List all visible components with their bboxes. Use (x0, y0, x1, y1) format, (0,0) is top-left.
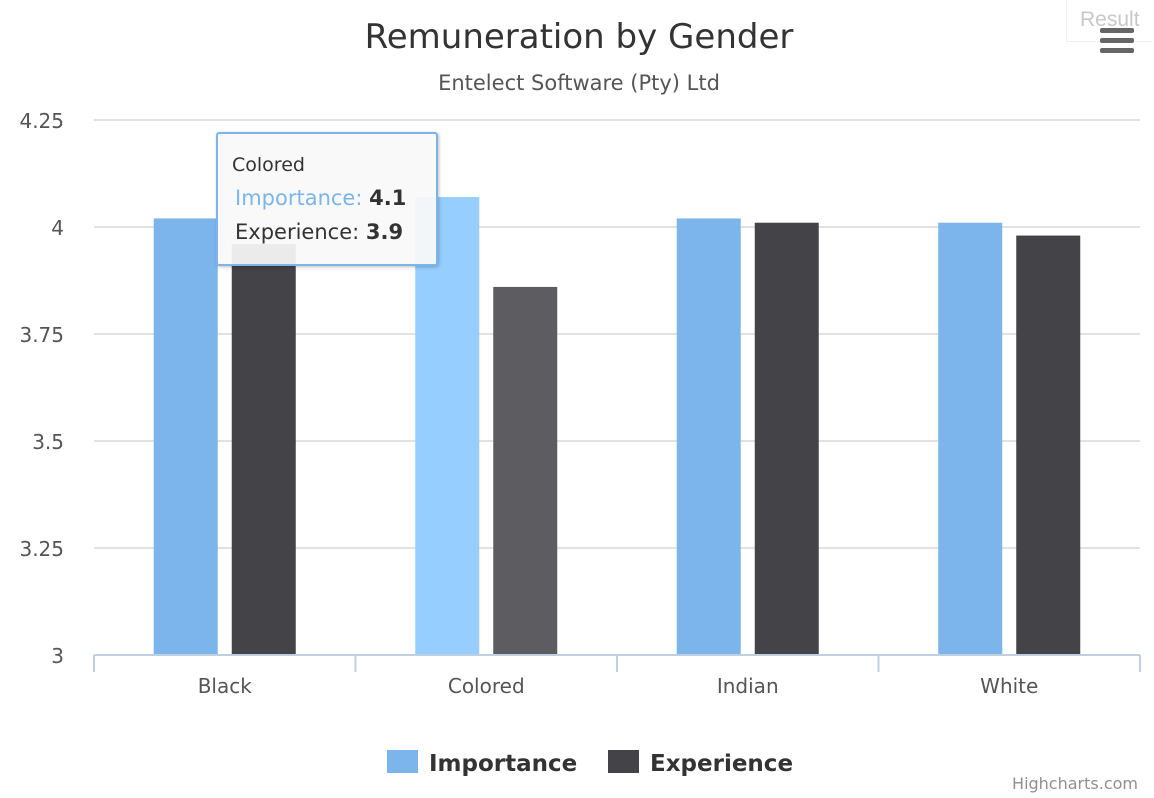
tooltip-value: 3.9 (365, 220, 404, 244)
hamburger-menu-icon[interactable] (1100, 28, 1134, 56)
y-tick-label: 3.5 (32, 430, 64, 454)
tooltip-header: Colored (232, 154, 305, 176)
y-tick-label: 3.25 (19, 537, 64, 561)
y-axis-labels: 3 3.25 3.5 3.75 4 4.25 (19, 109, 64, 668)
chart-title: Remuneration by Gender (365, 17, 794, 57)
x-tick-label: Black (198, 674, 253, 698)
bar-experience-indian[interactable] (754, 222, 819, 655)
bar-importance-black[interactable] (153, 218, 218, 655)
y-tick-label: 4.25 (19, 109, 64, 133)
tooltip: Colored Importance: 4.1 Experience: 3.9 (216, 132, 438, 266)
bar-experience-white[interactable] (1016, 235, 1081, 655)
legend-item-importance[interactable]: Importance (387, 750, 577, 777)
tooltip-row-experience: Experience: 3.9 (235, 220, 403, 244)
x-tick-label: Indian (717, 674, 779, 698)
credits-link[interactable]: Highcharts.com (1012, 774, 1138, 793)
x-tick-label: Colored (448, 674, 525, 698)
result-label: Result (1066, 0, 1152, 42)
legend-label: Importance (429, 751, 577, 777)
tooltip-series-name: Importance (235, 186, 356, 210)
x-tick-label: White (980, 674, 1038, 698)
bar-experience-black[interactable] (231, 244, 296, 655)
y-tick-label: 3 (51, 644, 64, 668)
bar-importance-colored[interactable] (415, 197, 480, 656)
bar-experience-colored[interactable] (493, 286, 558, 655)
y-tick-label: 4 (51, 216, 64, 240)
bars (153, 197, 1081, 656)
legend-label: Experience (650, 751, 793, 777)
x-axis: Black Colored Indian White (93, 654, 1141, 698)
chart-subtitle: Entelect Software (Pty) Ltd (438, 71, 720, 95)
y-tick-label: 3.75 (19, 323, 64, 347)
tooltip-row-importance: Importance: 4.1 (235, 186, 406, 210)
legend-item-experience[interactable]: Experience (608, 750, 793, 777)
legend-swatch (608, 750, 639, 773)
bar-importance-white[interactable] (938, 222, 1003, 655)
tooltip-series-name: Experience (235, 220, 353, 244)
tooltip-separator: : (355, 186, 363, 210)
bar-importance-indian[interactable] (676, 218, 741, 655)
tooltip-value: 4.1 (369, 186, 407, 210)
tooltip-separator: : (352, 220, 360, 244)
legend: Importance Experience (387, 750, 793, 777)
legend-swatch (387, 750, 418, 773)
